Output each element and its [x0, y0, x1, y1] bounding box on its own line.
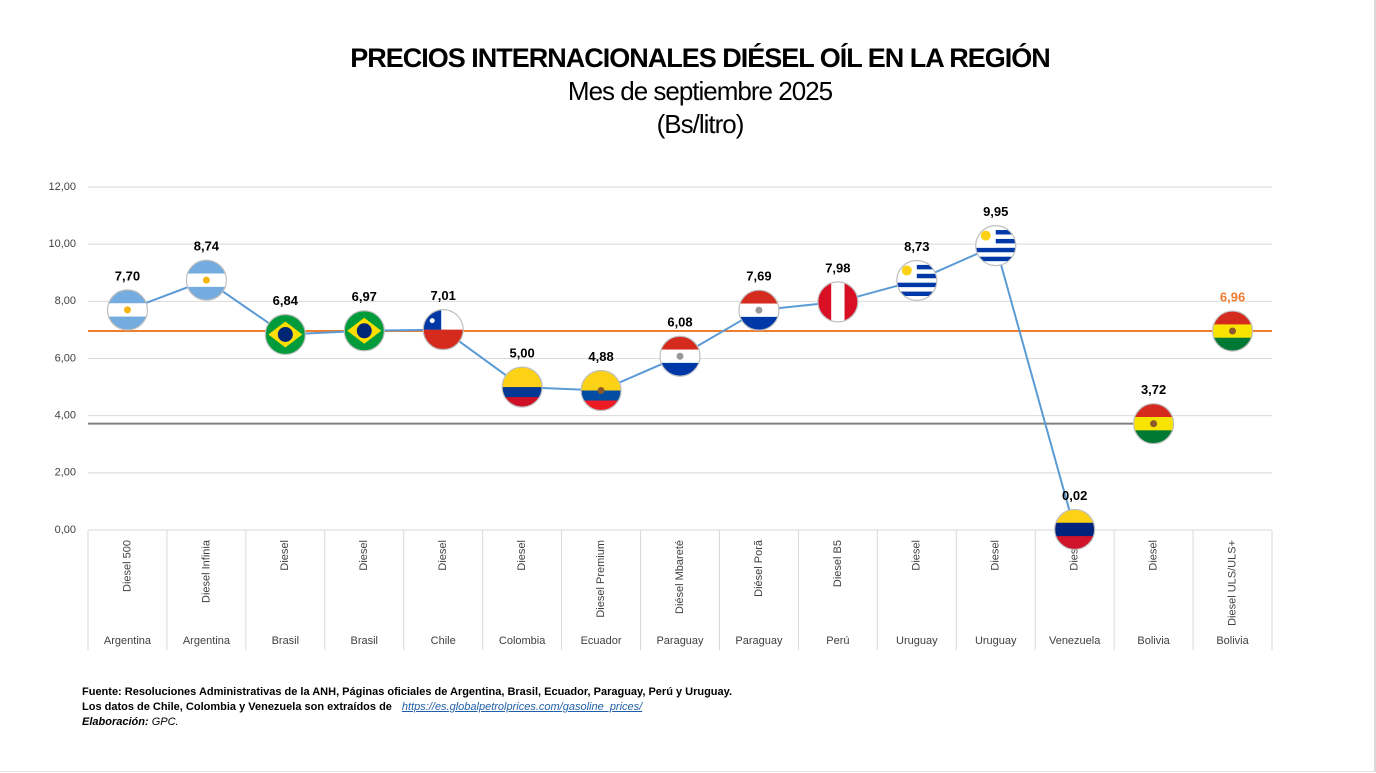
x-tick-label: Diesel [990, 540, 1002, 571]
source-text: Fuente: Resoluciones Administrativas de … [82, 686, 733, 698]
x-tick-label: Diésel Porã [753, 539, 765, 597]
x-group-label: Uruguay [896, 635, 938, 647]
data-label: 8,74 [194, 239, 220, 254]
x-tick-label: Diesel [911, 540, 923, 571]
x-tick-label: Diesel [516, 540, 528, 571]
data-label: 7,70 [115, 268, 140, 283]
x-tick-label: Diesel [437, 540, 449, 571]
chart: PRECIOS INTERNACIONALES DIÉSEL OÍL EN LA… [48, 42, 1273, 650]
flag-marker [659, 335, 701, 377]
flag-marker [738, 289, 780, 331]
footer-credit: Elaboración: GPC. [82, 716, 179, 728]
flag-marker [501, 366, 543, 408]
x-group-label: Ecuador [581, 635, 622, 647]
x-group-label: Colombia [499, 635, 546, 647]
x-group-label: Argentina [104, 635, 152, 647]
x-group-label: Bolivia [1216, 635, 1249, 647]
y-tick-label: 4,00 [55, 410, 76, 422]
flag-marker [343, 310, 385, 352]
x-tick-label: Diesel B5 [832, 540, 844, 587]
flag-marker [185, 259, 227, 301]
data-label: 7,01 [431, 288, 456, 303]
x-group-label: Argentina [183, 635, 231, 647]
y-tick-label: 2,00 [55, 467, 76, 479]
footer-note: Los datos de Chile, Colombia y Venezuela… [82, 701, 642, 713]
x-tick-label: Diésel Mbareté [674, 540, 686, 614]
credit-text: GPC. [151, 716, 179, 728]
x-group-label: Perú [826, 635, 849, 647]
flag-marker [422, 309, 464, 351]
data-label: 7,98 [825, 260, 850, 275]
y-tick-label: 10,00 [48, 238, 76, 250]
note-text: Los datos de Chile, Colombia y Venezuela… [82, 701, 392, 713]
x-group-label: Brasil [351, 635, 379, 647]
data-label: 6,97 [352, 289, 377, 304]
x-tick-label: Diesel [358, 540, 370, 571]
data-label: 4,88 [588, 349, 613, 364]
x-tick-label: Diesel Premium [595, 540, 607, 618]
x-group-label: Paraguay [735, 635, 783, 647]
flag-marker [975, 224, 1017, 267]
data-label: 3,72 [1141, 382, 1166, 397]
x-group-label: Brasil [272, 635, 300, 647]
y-tick-label: 12,00 [48, 181, 76, 193]
footer-source: Fuente: Resoluciones Administrativas de … [82, 686, 732, 698]
y-tick-label: 6,00 [55, 352, 76, 364]
flag-marker [580, 369, 622, 412]
data-label: 0,02 [1062, 488, 1087, 503]
source-link[interactable]: https://es.globalpetrolprices.com/gasoli… [401, 701, 643, 713]
flag-marker [1132, 403, 1175, 445]
flag-marker [264, 313, 306, 356]
flag-marker [1211, 310, 1254, 352]
flag-marker [896, 259, 938, 302]
x-group-label: Uruguay [975, 635, 1017, 647]
x-tick-label: Diesel Infinia [200, 539, 212, 603]
x-tick-label: Diesel ULS/ULS+ [1226, 540, 1238, 626]
x-group-label: Chile [431, 635, 456, 647]
x-tick-label: Diesel [1148, 540, 1160, 571]
x-tick-label: Diesel 500 [121, 540, 133, 592]
x-group-label: Paraguay [656, 635, 704, 647]
y-tick-label: 0,00 [55, 524, 76, 536]
y-tick-label: 8,00 [55, 295, 76, 307]
credit-label: Elaboración: [82, 716, 149, 728]
flag-marker [1054, 508, 1096, 551]
x-tick-label: Diesel [279, 540, 291, 571]
flag-marker [817, 281, 859, 323]
data-label: 7,69 [746, 269, 771, 284]
data-label: 6,96 [1220, 289, 1245, 304]
flag-marker [106, 289, 149, 331]
data-label: 6,84 [273, 293, 299, 308]
chart-subtitle: Mes de septiembre 2025 [568, 76, 833, 106]
x-group-label: Bolivia [1137, 635, 1170, 647]
data-label: 5,00 [509, 346, 534, 361]
x-group-label: Venezuela [1049, 635, 1101, 647]
data-label: 9,95 [983, 204, 1008, 219]
data-label: 6,08 [667, 315, 692, 330]
chart-title: PRECIOS INTERNACIONALES DIÉSEL OÍL EN LA… [350, 42, 1050, 73]
chart-unit: (Bs/litro) [657, 109, 744, 139]
data-label: 8,73 [904, 239, 929, 254]
